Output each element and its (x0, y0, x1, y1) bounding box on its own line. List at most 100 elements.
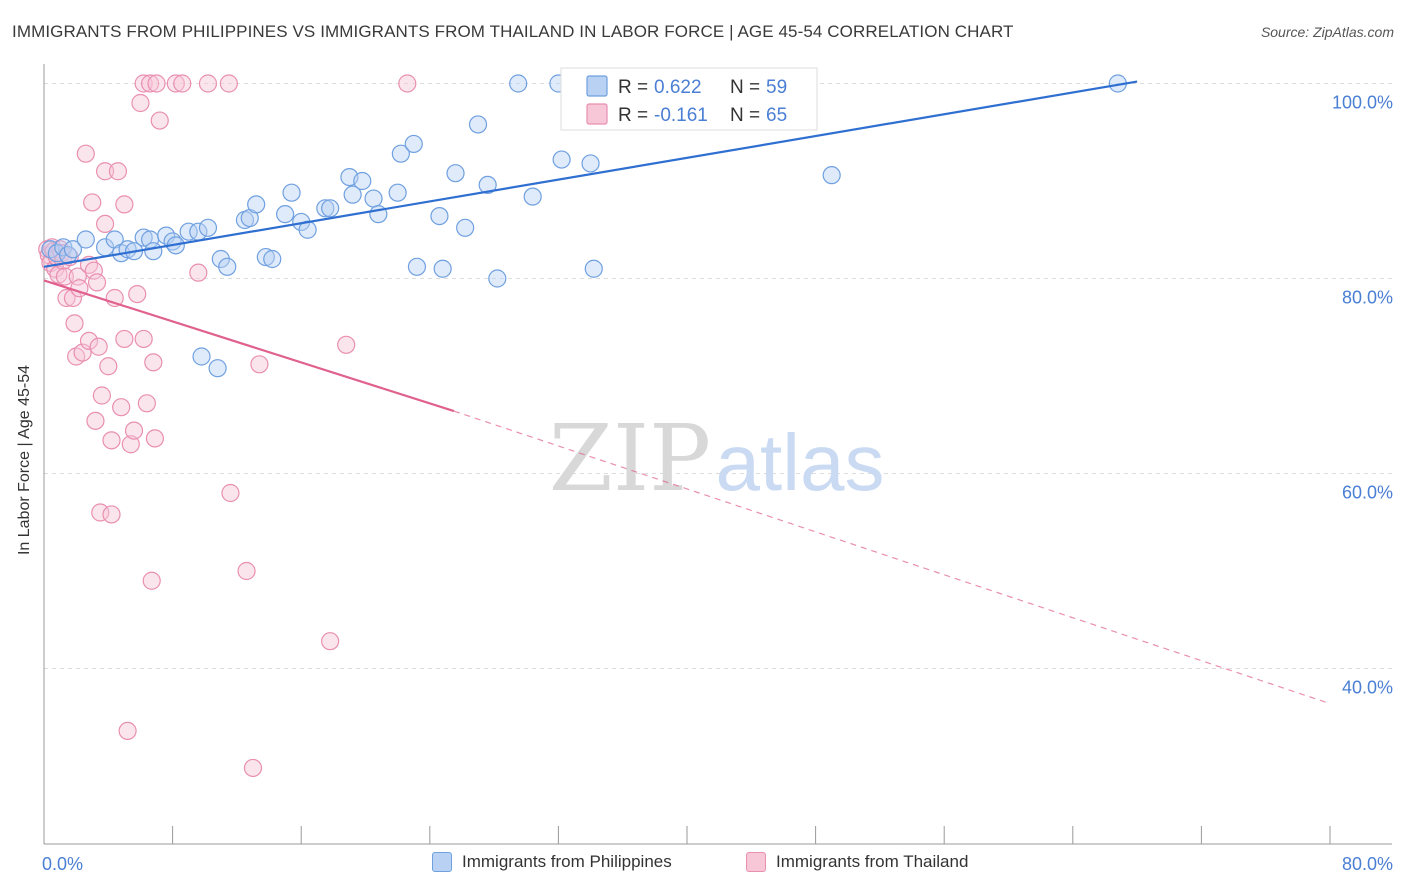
watermark: ZIP atlas (549, 405, 885, 512)
data-point (131, 93, 150, 113)
data-point (208, 359, 227, 378)
data-point (179, 222, 198, 241)
philippines-swatch (432, 852, 452, 872)
legend-r-value: -0.161 (654, 105, 708, 126)
data-point (83, 193, 102, 212)
series-legend: Immigrants from Philippines Immigrants f… (0, 852, 1406, 878)
data-point (102, 431, 121, 450)
data-point (456, 218, 475, 237)
data-point (364, 189, 383, 208)
legend-n-label: N = (730, 77, 760, 98)
data-point (263, 249, 282, 269)
data-point (87, 273, 107, 292)
legend-r-label: R = (618, 77, 648, 98)
data-point (76, 230, 95, 249)
data-point (147, 74, 166, 93)
data-point (115, 329, 134, 349)
data-point (488, 269, 507, 288)
data-point (118, 721, 137, 741)
data-point (134, 228, 153, 247)
data-point (822, 166, 841, 185)
data-point (407, 257, 427, 276)
data-point (79, 331, 99, 350)
data-point (124, 421, 144, 440)
data-point (218, 257, 237, 276)
data-point (84, 261, 103, 280)
source-credit: Source: ZipAtlas.com (1260, 24, 1394, 40)
data-point (584, 259, 603, 278)
correlation-legend: R = 0.622 N = 59 R = -0.161 N = 65 (560, 67, 818, 131)
data-point (134, 329, 153, 349)
legend-item-philippines[interactable]: Immigrants from Philippines (432, 852, 672, 872)
data-point (63, 240, 83, 259)
data-point (221, 483, 240, 503)
data-point (86, 411, 105, 430)
data-point (321, 199, 340, 218)
data-point (192, 347, 211, 366)
philippines-trend-line (43, 80, 1138, 268)
data-point (108, 162, 128, 181)
legend-label-philippines: Immigrants from Philippines (462, 852, 672, 871)
data-point (102, 505, 121, 524)
data-point (166, 74, 185, 93)
data-point (115, 195, 134, 214)
data-point (76, 144, 95, 163)
data-point (144, 242, 163, 261)
tick-labels: 100.0% 80.0% 60.0% 40.0% 0.0% 80.0% (42, 93, 1393, 875)
data-point (276, 205, 295, 224)
data-point (552, 150, 571, 169)
data-point (353, 171, 372, 191)
data-point (134, 74, 153, 93)
data-point (433, 259, 452, 278)
data-point (128, 285, 147, 304)
data-point (95, 214, 115, 233)
data-point (398, 74, 417, 93)
data-point (198, 74, 218, 93)
gridlines (44, 83, 1392, 669)
data-point (243, 758, 263, 778)
data-point (142, 571, 161, 590)
data-point (391, 144, 410, 163)
data-point (57, 288, 76, 308)
thailand-points (38, 74, 417, 778)
thailand-trend-line (43, 279, 455, 413)
data-point (404, 134, 423, 154)
data-point (343, 185, 362, 204)
data-point (388, 183, 407, 202)
y-tick-label: 40.0% (1342, 678, 1393, 698)
data-point (430, 207, 449, 226)
data-point (189, 263, 208, 282)
chart-title: IMMIGRANTS FROM PHILIPPINES VS IMMIGRANT… (12, 22, 1014, 41)
data-point (250, 355, 269, 374)
data-point (581, 154, 600, 173)
legend-label-thailand: Immigrants from Thailand (776, 852, 969, 871)
legend-n-value: 65 (766, 105, 787, 126)
legend-item-thailand[interactable]: Immigrants from Thailand (746, 852, 968, 872)
trend-lines (43, 80, 1331, 705)
watermark-atlas: atlas (716, 418, 885, 507)
legend-r-label: R = (618, 105, 648, 126)
data-point (173, 74, 192, 93)
data-point (92, 386, 111, 405)
data-point (49, 265, 68, 284)
data-point (55, 267, 74, 286)
y-tick-label: 80.0% (1342, 288, 1393, 308)
data-point (150, 111, 169, 130)
data-point (247, 195, 266, 214)
data-point (478, 175, 497, 194)
data-point (145, 429, 165, 448)
data-point (137, 394, 156, 413)
x-tick-label: 0.0% (42, 854, 83, 874)
data-point (237, 561, 256, 581)
data-point (68, 267, 87, 286)
legend-swatch (586, 75, 608, 97)
data-point (121, 435, 140, 454)
data-point (144, 353, 163, 372)
data-point (91, 503, 110, 522)
data-point (112, 398, 131, 417)
data-point (337, 335, 356, 354)
legend-swatch (586, 103, 608, 125)
legend-n-value: 59 (766, 77, 787, 98)
data-point (509, 74, 528, 93)
